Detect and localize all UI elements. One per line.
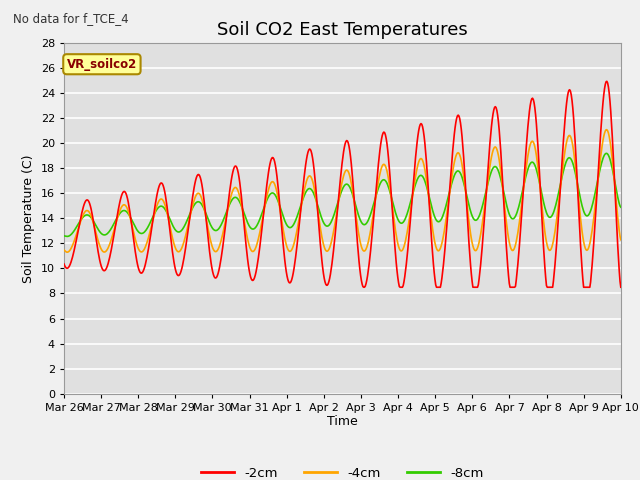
-8cm (602, 151, 610, 156)
-2cm (70, 248, 78, 253)
-2cm (617, 284, 625, 290)
-4cm (71, 236, 79, 242)
-4cm (603, 127, 611, 132)
-2cm (127, 220, 135, 226)
-2cm (428, 229, 435, 235)
-8cm (185, 214, 193, 219)
-2cm (603, 78, 611, 84)
-2cm (60, 261, 68, 267)
-8cm (428, 202, 435, 207)
-4cm (185, 220, 193, 226)
Text: No data for f_TCE_4: No data for f_TCE_4 (13, 12, 129, 25)
-8cm (63, 234, 71, 240)
-4cm (214, 246, 222, 252)
-2cm (411, 163, 419, 168)
-2cm (360, 284, 367, 290)
-8cm (214, 227, 222, 232)
Line: -2cm: -2cm (64, 81, 621, 287)
Y-axis label: Soil Temperature (C): Soil Temperature (C) (22, 154, 35, 283)
Title: Soil CO2 East Temperatures: Soil CO2 East Temperatures (217, 21, 468, 39)
Legend: -2cm, -4cm, -8cm: -2cm, -4cm, -8cm (195, 462, 490, 480)
-2cm (214, 273, 221, 278)
-4cm (60, 247, 68, 253)
-4cm (63, 249, 71, 255)
-8cm (71, 227, 79, 233)
Text: VR_soilco2: VR_soilco2 (67, 58, 137, 71)
Line: -4cm: -4cm (64, 130, 621, 252)
-8cm (411, 183, 419, 189)
-8cm (128, 218, 136, 224)
-4cm (617, 237, 625, 243)
X-axis label: Time: Time (327, 415, 358, 429)
-8cm (60, 233, 68, 239)
-4cm (128, 223, 136, 229)
-2cm (184, 229, 192, 235)
-8cm (617, 204, 625, 210)
-4cm (428, 215, 435, 220)
-4cm (411, 178, 419, 184)
Line: -8cm: -8cm (64, 154, 621, 237)
